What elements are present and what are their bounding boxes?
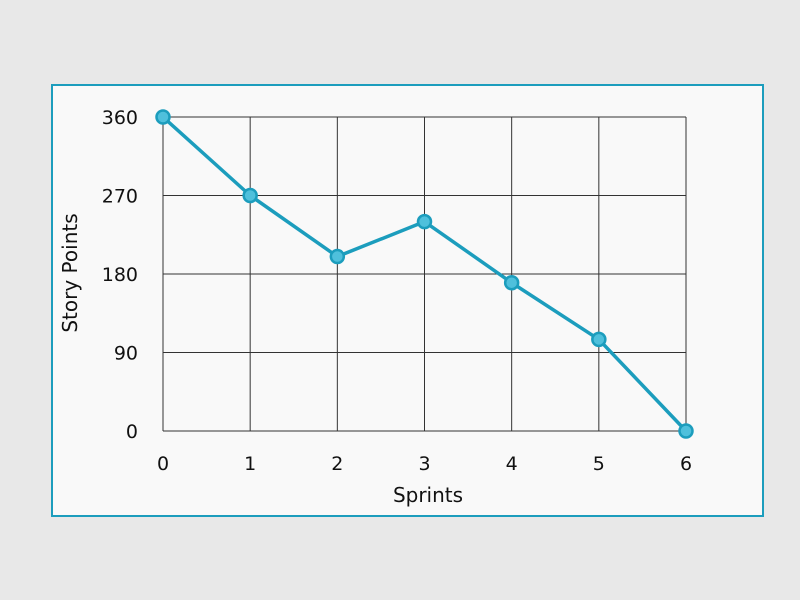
x-tick-label: 0	[157, 453, 169, 475]
data-point	[678, 423, 694, 439]
data-point	[591, 331, 607, 348]
data-point	[242, 187, 258, 204]
grid	[162, 116, 687, 432]
x-axis-title: Sprints	[393, 483, 463, 507]
y-tick-label: 180	[102, 264, 138, 286]
x-tick-label: 4	[506, 453, 518, 475]
chart-frame	[51, 84, 764, 517]
data-point	[416, 213, 433, 230]
data-point	[155, 109, 171, 125]
y-tick-label: 90	[114, 343, 138, 365]
data-point	[329, 248, 346, 265]
x-tick-label: 5	[593, 453, 605, 475]
series	[155, 109, 694, 439]
y-tick-label: 0	[126, 421, 138, 443]
x-tick-label: 3	[418, 453, 430, 475]
y-tick-label: 360	[102, 107, 138, 129]
y-tick-label: 270	[102, 186, 138, 208]
x-tick-label: 6	[680, 453, 692, 475]
x-tick-label: 2	[331, 453, 343, 475]
y-ticks: 0 90 180 270 360	[102, 107, 138, 443]
y-axis-title: Story Points	[58, 213, 82, 332]
x-ticks: 0 1 2 3 4 5 6	[157, 453, 692, 475]
x-tick-label: 1	[244, 453, 256, 475]
data-point	[503, 274, 520, 291]
